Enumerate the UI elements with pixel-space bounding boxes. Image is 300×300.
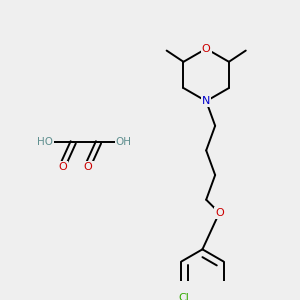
Text: O: O [215, 208, 224, 218]
Text: Cl: Cl [178, 293, 189, 300]
Text: O: O [58, 162, 67, 172]
Text: O: O [84, 162, 93, 172]
Text: HO: HO [37, 137, 53, 147]
Text: O: O [202, 44, 211, 54]
Text: N: N [202, 96, 210, 106]
Text: OH: OH [116, 137, 132, 147]
